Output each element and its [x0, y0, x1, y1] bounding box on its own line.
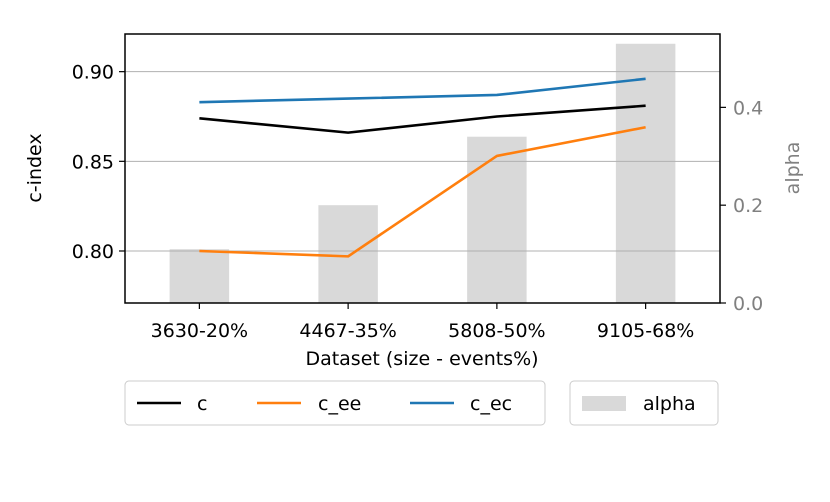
x-tick-label-3: 9105-68%	[597, 320, 694, 342]
y2-tick-label-0: 0.0	[733, 293, 763, 315]
series-line-c	[199, 104, 646, 134]
bar-alpha-2	[467, 136, 527, 303]
x-axis-label: Dataset (size - events%)	[305, 348, 538, 370]
alpha-bars	[169, 43, 676, 303]
bar-alpha-0	[169, 249, 230, 303]
x-axis: 3630-20% 4467-35% 5808-50% 9105-68%	[151, 303, 694, 342]
y2-tick-label-1: 0.2	[733, 195, 763, 217]
right-axis: 0.0 0.2 0.4	[720, 97, 763, 315]
legend-label-alpha: alpha	[643, 393, 696, 415]
series-lines	[199, 77, 646, 258]
legend-lines: c c_ee c_ec	[124, 380, 546, 426]
y-axis-label: c-index	[24, 133, 46, 202]
y-tick-label-1: 0.85	[72, 151, 114, 173]
y2-axis-label: alpha	[782, 142, 804, 195]
legend-lines-frame	[124, 380, 546, 426]
y2-tick-label-2: 0.4	[733, 97, 763, 119]
left-axis: 0.80 0.85 0.90	[72, 62, 125, 263]
legend-label-c-ee: c_ee	[318, 393, 361, 415]
legend-bars-frame	[569, 380, 719, 426]
legend-label-c-ec: c_ec	[470, 393, 512, 415]
bar-alpha-3	[615, 43, 676, 303]
legend-bars: alpha	[569, 380, 719, 426]
x-tick-label-1: 4467-35%	[299, 320, 396, 342]
series-line-c-ec	[199, 77, 646, 104]
x-tick-label-2: 5808-50%	[448, 320, 545, 342]
legend-label-c: c	[197, 393, 207, 415]
y-tick-label-2: 0.90	[72, 62, 114, 84]
x-tick-label-0: 3630-20%	[151, 320, 248, 342]
series-line-c-ee	[199, 125, 646, 258]
y-tick-label-0: 0.80	[72, 241, 114, 263]
plot-frame	[124, 33, 721, 304]
bar-alpha-1	[318, 205, 378, 303]
legend-swatch-alpha	[582, 396, 626, 411]
